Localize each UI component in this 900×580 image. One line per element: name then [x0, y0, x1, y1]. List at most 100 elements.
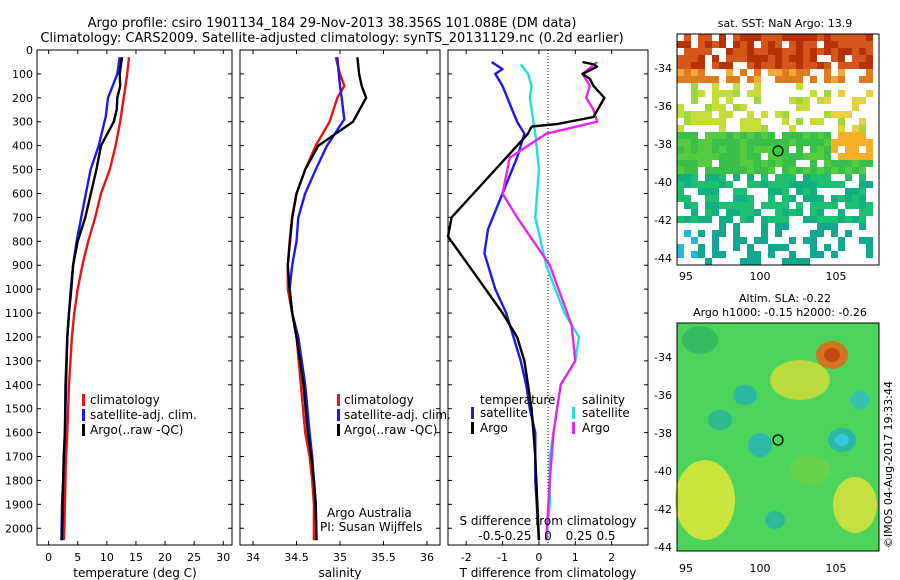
sst-cell — [866, 76, 873, 83]
sst-cell — [859, 55, 866, 62]
sst-cell — [677, 139, 684, 146]
sst-cell — [768, 251, 775, 258]
sst-cell — [796, 41, 803, 48]
sst-cell — [803, 167, 810, 174]
sst-cell — [866, 69, 873, 76]
sst-cell — [789, 195, 796, 202]
temperature-axes-frame — [36, 49, 233, 546]
sst-cell — [817, 202, 824, 209]
sst-cell — [859, 237, 866, 244]
sst-cell — [691, 160, 698, 167]
sst-cell — [796, 118, 803, 125]
sst-cell — [733, 139, 740, 146]
sst-cell — [712, 174, 719, 181]
sst-cell — [733, 209, 740, 216]
sst-cell — [747, 118, 754, 125]
sst-cell — [824, 139, 831, 146]
sla-blobs — [675, 326, 877, 540]
sst-cell — [705, 153, 712, 160]
sst-cell — [810, 34, 817, 41]
sst-cell — [817, 209, 824, 216]
sst-cell — [740, 48, 747, 55]
sst-cell — [691, 62, 698, 69]
sst-cell — [705, 139, 712, 146]
sst-cell — [726, 90, 733, 97]
sst-map-frame — [676, 33, 880, 266]
sst-cell — [719, 216, 726, 223]
sst-cell — [698, 160, 705, 167]
sst-cell — [796, 69, 803, 76]
sla-map-title2: Argo h1000: -0.15 h2000: -0.26 — [693, 306, 867, 319]
sst-cell — [754, 146, 761, 153]
sst-cell — [733, 237, 740, 244]
sst-cell — [761, 230, 768, 237]
sst-cell — [824, 181, 831, 188]
sst-cell — [754, 251, 761, 258]
sst-cell — [866, 160, 873, 167]
sst-cell — [733, 174, 740, 181]
sst-cell — [824, 62, 831, 69]
sst-cell — [733, 104, 740, 111]
sst-cell — [733, 223, 740, 230]
sst-cell — [712, 188, 719, 195]
sst-cell — [733, 167, 740, 174]
sst-cell — [824, 160, 831, 167]
sst-cell — [817, 48, 824, 55]
difference-x-axis: -2 -1 0 1 2 — [461, 50, 615, 564]
sst-cell — [803, 237, 810, 244]
sst-cell — [817, 34, 824, 41]
sst-cell — [768, 160, 775, 167]
imos-watermark: ©IMOS 04-Aug-2017 19:33:44 — [882, 381, 895, 548]
sst-cell — [768, 202, 775, 209]
sst-cell — [726, 167, 733, 174]
sst-cell — [754, 237, 761, 244]
sst-cell — [761, 41, 768, 48]
sst-cell — [684, 41, 691, 48]
sst-cell — [859, 97, 866, 104]
sst-cell — [845, 132, 852, 139]
sst-cell — [698, 76, 705, 83]
sst-cell — [719, 202, 726, 209]
sst-cell — [824, 223, 831, 230]
sst-cell — [831, 202, 838, 209]
sst-cell — [831, 195, 838, 202]
sst-cell — [705, 104, 712, 111]
sst-cell — [719, 118, 726, 125]
sst-cell — [740, 139, 747, 146]
sla-blob — [675, 460, 735, 540]
depth-tick-label: 1200 — [5, 331, 33, 344]
sst-cell — [845, 195, 852, 202]
sst-cell — [824, 34, 831, 41]
sst-cell — [803, 174, 810, 181]
sst-cell — [838, 195, 845, 202]
sst-cell — [768, 153, 775, 160]
sst-cell — [747, 216, 754, 223]
sst-cell — [782, 153, 789, 160]
sst-cell — [754, 55, 761, 62]
sst-xtick: 100 — [750, 270, 771, 283]
depth-tick-label: 1100 — [5, 307, 33, 320]
sst-cell — [810, 209, 817, 216]
sst-cell — [796, 83, 803, 90]
sst-cell — [782, 48, 789, 55]
depth-tick-label: 800 — [12, 235, 33, 248]
sst-cell — [684, 216, 691, 223]
sst-cell — [698, 139, 705, 146]
sst-cell — [747, 146, 754, 153]
pi-text: PI: Susan Wijffels — [320, 520, 422, 534]
sst-cell — [726, 216, 733, 223]
temperature-panel: 0100200300400500600700800900100011001200… — [5, 44, 233, 580]
sst-cell — [845, 146, 852, 153]
sst-cell — [747, 111, 754, 118]
sst-cell — [859, 76, 866, 83]
sst-cell — [796, 258, 803, 265]
sst-cell — [824, 244, 831, 251]
sst-cell — [754, 167, 761, 174]
sst-cell — [754, 76, 761, 83]
depth-axis: 0 100 200 300 400 500 600 700 800 900 1000 1100 1200… — [5, 44, 232, 535]
sst-cell — [810, 139, 817, 146]
sst-cell — [726, 146, 733, 153]
sst-cell — [705, 160, 712, 167]
sst-cell — [691, 237, 698, 244]
sst-cell — [733, 48, 740, 55]
